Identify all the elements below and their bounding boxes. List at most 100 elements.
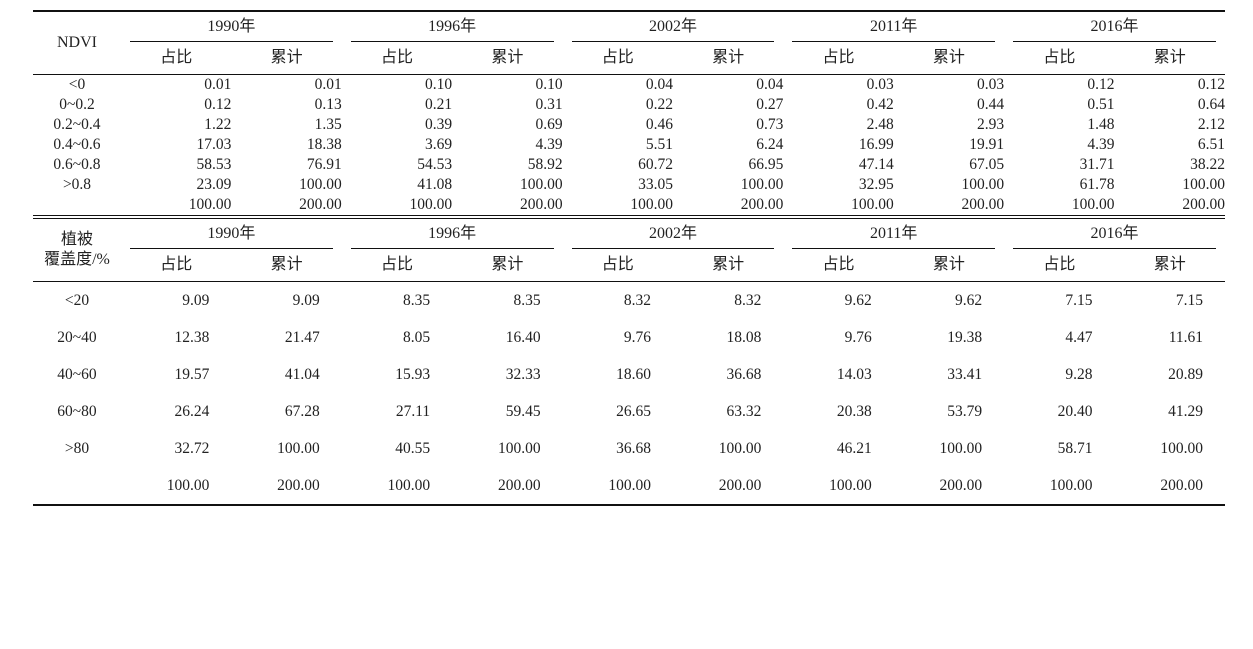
year-label: 2011年 <box>792 219 996 249</box>
value-cell: 200.00 <box>740 196 784 213</box>
value-cell: 100.00 <box>740 176 784 193</box>
year-label: 2002年 <box>571 12 775 42</box>
value-cell: 8.35 <box>513 291 541 309</box>
row-label: >80 <box>64 439 90 457</box>
value-cell: 100.00 <box>387 476 431 494</box>
row-group-title-line: 覆盖度/% <box>44 251 110 268</box>
row-label <box>33 467 121 504</box>
row-label: 40~60 <box>57 365 97 383</box>
value-cell: 26.24 <box>174 402 210 420</box>
value-cell: 41.08 <box>417 176 453 193</box>
value-cell: 58.53 <box>196 156 232 173</box>
value-cell: 7.15 <box>1175 291 1203 309</box>
value-cell: 67.28 <box>284 402 320 420</box>
row-label: 0.6~0.8 <box>53 156 101 173</box>
value-cell: 1.22 <box>204 116 232 133</box>
subheader-label: 累计 <box>1114 42 1225 75</box>
year-label: 1990年 <box>130 219 333 249</box>
table-row: 20~40 12.38 21.47 8.05 16.40 9.76 18.08 9.76 19.… <box>33 319 1225 356</box>
value-cell: 0.51 <box>1087 96 1115 113</box>
year-header-row: 植被 覆盖度/% 1990年 1996年 2002年 2011年 2016年 <box>33 219 1225 282</box>
table-row: 0.2~0.4 1.22 1.35 0.39 0.69 0.46 0.73 2.48 2.93 1… <box>33 115 1225 135</box>
value-cell: 60.72 <box>638 156 673 173</box>
value-cell: 0.12 <box>1087 76 1115 93</box>
value-cell: 9.28 <box>1065 365 1093 383</box>
table-row: 40~60 19.57 41.04 15.93 32.33 18.60 36.68 14.03… <box>33 356 1225 393</box>
row-label: 20~40 <box>57 328 97 346</box>
row-group-title-line: NDVI <box>57 34 97 51</box>
value-cell: 9.62 <box>844 291 872 309</box>
value-cell: 16.40 <box>505 328 541 346</box>
value-cell: 100.00 <box>188 196 232 213</box>
year-label: 1996年 <box>350 12 554 42</box>
value-cell: 46.21 <box>836 439 872 457</box>
value-cell: 20.89 <box>1168 365 1203 383</box>
value-cell: 21.47 <box>284 328 320 346</box>
row-label: 0~0.2 <box>59 96 95 113</box>
value-cell: 0.10 <box>535 76 563 93</box>
row-label: <0 <box>68 76 86 93</box>
value-cell: 8.35 <box>403 291 431 309</box>
value-cell: 100.00 <box>1160 439 1203 457</box>
year-header: 2002年 <box>563 219 784 249</box>
value-cell: 0.21 <box>425 96 453 113</box>
value-cell: 2.12 <box>1197 116 1225 133</box>
value-cell: 0.64 <box>1197 96 1225 113</box>
value-cell: 100.00 <box>939 439 983 457</box>
value-cell: 41.29 <box>1168 402 1203 420</box>
value-cell: 200.00 <box>277 476 320 494</box>
year-header: 1990年 <box>121 12 342 42</box>
table-divider <box>33 215 1225 219</box>
subheader-label: 累计 <box>893 42 1005 75</box>
table-header: NDVI 1990年 1996年 2002年 2011年 2016年 占比 累计 占比 累计 占比累… <box>33 12 1225 75</box>
value-cell: 26.65 <box>616 402 651 420</box>
value-cell: 58.92 <box>527 156 563 173</box>
value-cell: 66.95 <box>748 156 784 173</box>
row-label: 0.2~0.4 <box>53 116 101 133</box>
ndvi-table: NDVI 1990年 1996年 2002年 2011年 2016年 占比 累计 占比 累计 占比累… <box>33 12 1225 215</box>
value-cell: 0.01 <box>314 76 342 93</box>
row-group-title: 植被覆盖度/% <box>33 219 121 282</box>
row-label: >0.8 <box>62 176 92 193</box>
subheader-label: 占比 <box>562 249 673 282</box>
value-cell: 0.69 <box>535 116 563 133</box>
value-cell: 19.57 <box>174 365 210 383</box>
subheader-label: 占比 <box>1004 42 1115 75</box>
value-cell: 0.03 <box>866 76 894 93</box>
value-cell: 6.24 <box>756 136 784 153</box>
row-group-title-line: 植被 <box>60 231 93 248</box>
table-row: >0.8 23.09 100.00 41.08 100.00 33.05 100.00 32.… <box>33 175 1225 195</box>
year-header: 2016年 <box>1004 219 1225 249</box>
value-cell: 0.10 <box>425 76 453 93</box>
value-cell: 0.46 <box>645 116 673 133</box>
value-cell: 100.00 <box>166 476 210 494</box>
value-cell: 41.04 <box>284 365 320 383</box>
subheader-label: 累计 <box>231 249 342 282</box>
value-cell: 53.79 <box>947 402 983 420</box>
value-cell: 200.00 <box>961 196 1005 213</box>
value-cell: 67.05 <box>969 156 1005 173</box>
value-cell: 100.00 <box>1071 196 1115 213</box>
subheader-label: 占比 <box>121 42 232 75</box>
value-cell: 47.14 <box>858 156 894 173</box>
year-header: 2011年 <box>783 12 1004 42</box>
value-cell: 100.00 <box>851 196 894 213</box>
value-cell: 100.00 <box>1182 176 1225 193</box>
value-cell: 0.44 <box>977 96 1005 113</box>
value-cell: 0.27 <box>756 96 784 113</box>
value-cell: 0.12 <box>1197 76 1225 93</box>
value-cell: 8.05 <box>403 328 431 346</box>
value-cell: 3.69 <box>425 136 453 153</box>
value-cell: 11.61 <box>1168 328 1203 346</box>
value-cell: 1.35 <box>314 116 342 133</box>
value-cell: 100.00 <box>497 439 541 457</box>
row-label: <20 <box>64 291 90 309</box>
value-cell: 0.73 <box>756 116 784 133</box>
row-label: 0.4~0.6 <box>53 136 101 153</box>
value-cell: 100.00 <box>409 196 453 213</box>
value-cell: 20.38 <box>836 402 872 420</box>
value-cell: 20.40 <box>1057 402 1093 420</box>
value-cell: 33.41 <box>947 365 983 383</box>
vegetation-coverage-table: 植被 覆盖度/% 1990年 1996年 2002年 2011年 2016年 占比 累计 占比 累计… <box>33 219 1225 504</box>
